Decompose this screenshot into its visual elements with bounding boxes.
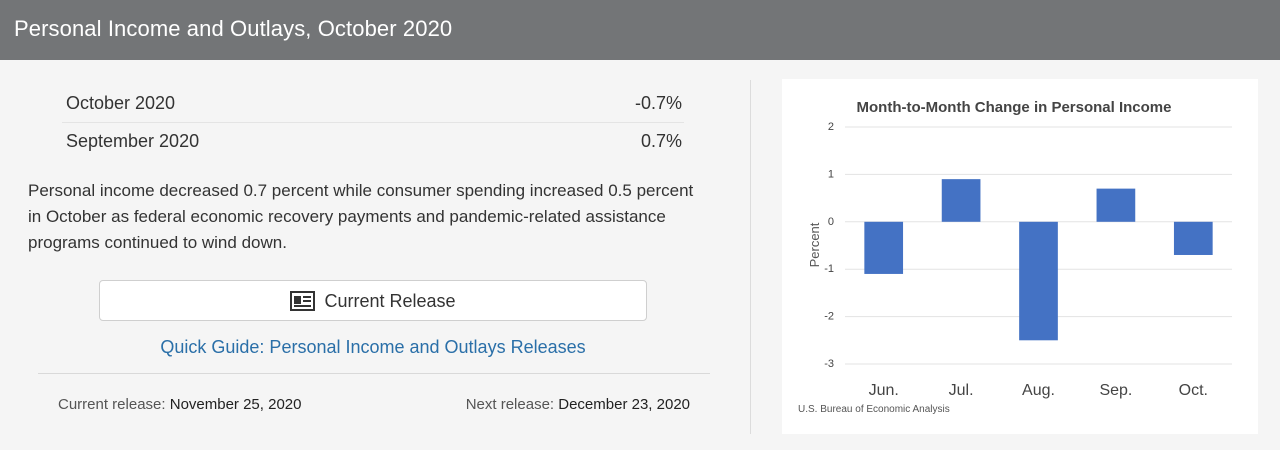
vertical-divider <box>750 80 751 434</box>
x-tick-label: Jun. <box>869 382 899 399</box>
stat-row-october: October 2020 -0.7% <box>62 86 684 123</box>
stat-label: October 2020 <box>66 93 176 113</box>
chart-svg: Month-to-Month Change in Personal Income… <box>798 99 1232 415</box>
page-header: Personal Income and Outlays, October 202… <box>0 0 1280 60</box>
newspaper-icon <box>290 291 316 316</box>
income-chart: Month-to-Month Change in Personal Income… <box>782 79 1258 434</box>
x-tick-label: Sep. <box>1099 382 1132 399</box>
bar-jun <box>864 221 904 274</box>
stat-value: 0.7% <box>640 131 682 151</box>
current-release-button[interactable]: Current Release <box>99 280 647 321</box>
x-tick-label: Oct. <box>1179 382 1208 399</box>
y-tick-label: -1 <box>824 263 834 275</box>
current-release-value: November 25, 2020 <box>169 396 302 413</box>
current-release-label: Current release: <box>58 396 166 413</box>
y-tick-label: -3 <box>824 358 834 370</box>
y-axis-label: Percent <box>807 222 822 267</box>
chart-title: Month-to-Month Change in Personal Income <box>857 99 1172 116</box>
divider <box>38 373 710 374</box>
release-summary: Personal income decreased 0.7 percent wh… <box>28 181 694 252</box>
bar-oct <box>1173 221 1213 255</box>
next-release-date: Next release: December 23, 2020 <box>466 396 690 413</box>
stat-value: -0.7% <box>634 93 682 113</box>
y-tick-label: 0 <box>828 216 834 228</box>
next-release-label: Next release: <box>465 396 555 413</box>
current-release-label: Current Release <box>324 291 456 311</box>
next-release-value: December 23, 2020 <box>558 396 690 413</box>
current-release-date: Current release: November 25, 2020 <box>58 396 301 413</box>
bar-sep <box>1096 188 1136 222</box>
chart-source: U.S. Bureau of Economic Analysis <box>798 404 950 415</box>
bar-jul <box>941 179 981 222</box>
bar-aug <box>1019 221 1058 341</box>
stat-row-september: September 2020 0.7% <box>62 124 684 160</box>
y-tick-label: 2 <box>828 121 834 133</box>
stat-label: September 2020 <box>66 131 200 151</box>
x-tick-label: Jul. <box>949 382 974 399</box>
y-tick-label: -2 <box>824 311 834 323</box>
quick-guide-link[interactable]: Quick Guide: Personal Income and Outlays… <box>160 337 586 357</box>
page-title: Personal Income and Outlays, October 202… <box>14 16 453 41</box>
y-tick-label: 1 <box>828 168 834 180</box>
x-tick-label: Aug. <box>1022 382 1055 399</box>
